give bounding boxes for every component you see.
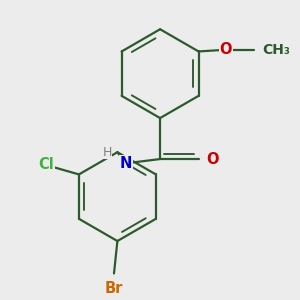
Text: O: O — [206, 152, 218, 166]
Text: CH₃: CH₃ — [262, 43, 290, 57]
Text: O: O — [220, 42, 232, 57]
Text: Br: Br — [105, 281, 123, 296]
Text: Cl: Cl — [39, 157, 54, 172]
Text: H: H — [103, 146, 112, 159]
Text: N: N — [120, 156, 132, 171]
